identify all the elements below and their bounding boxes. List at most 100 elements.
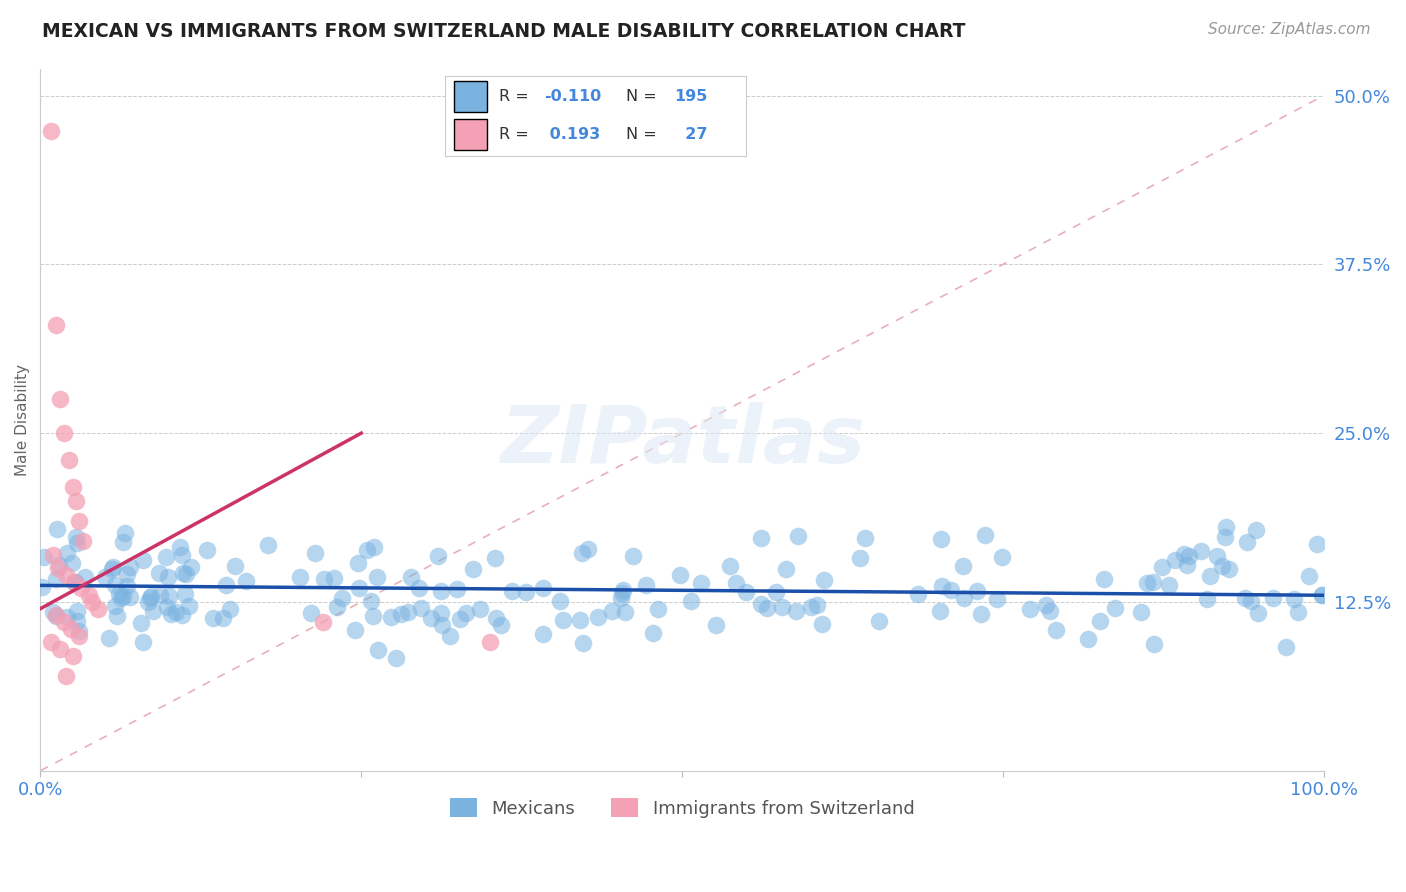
Point [439,628,461,642]
Point [55,669,77,683]
Point [73,570,96,584]
Point [1164,552,1187,566]
Point [177,599,200,614]
Point [786,529,808,543]
Point [288,569,311,583]
Point [347,556,370,570]
Point [157,589,180,603]
Point [1213,530,1236,544]
Point [1077,632,1099,646]
Point [1310,588,1333,602]
Point [1039,604,1062,618]
Point [785,604,807,618]
Point [132,635,155,649]
Text: Source: ZipAtlas.com: Source: ZipAtlas.com [1208,22,1371,37]
Point [941,583,963,598]
Point [104,599,127,613]
Point [1274,640,1296,654]
Point [389,607,412,621]
Point [323,571,346,585]
Point [690,576,713,591]
Point [361,608,384,623]
Point [647,601,669,615]
Point [45,608,67,623]
Point [160,607,183,622]
Point [235,574,257,589]
Point [1143,637,1166,651]
Point [430,606,453,620]
Point [360,594,382,608]
Point [1135,576,1157,591]
Point [1199,569,1222,583]
Point [800,599,823,614]
Point [430,583,453,598]
Point [775,562,797,576]
Point [426,549,449,564]
Point [1019,601,1042,615]
Point [136,595,159,609]
Point [80,595,103,609]
Point [180,560,202,574]
Point [101,560,124,574]
Point [613,606,636,620]
Point [1157,578,1180,592]
Point [501,584,523,599]
Point [326,599,349,614]
Point [1177,558,1199,572]
Point [749,531,772,545]
Point [156,600,179,615]
Point [1286,605,1309,619]
Point [155,549,177,564]
Point [115,579,138,593]
Point [142,604,165,618]
Point [952,591,974,605]
Point [1310,588,1333,602]
Point [610,591,633,606]
Point [990,550,1012,565]
Point [724,575,747,590]
Point [1035,598,1057,612]
Point [105,608,128,623]
Point [110,591,132,605]
Point [1189,543,1212,558]
Point [62,648,84,663]
Point [344,623,367,637]
Point [39,123,62,137]
Point [380,610,402,624]
Point [69,624,91,638]
Point [929,532,952,546]
Point [104,578,127,592]
Point [170,607,193,622]
Point [42,605,65,619]
Point [67,514,90,528]
Point [215,578,238,592]
Point [330,591,353,605]
Point [548,594,571,608]
Point [446,582,468,596]
Point [531,626,554,640]
Point [367,642,389,657]
Point [349,581,371,595]
Point [409,601,432,615]
Point [718,559,741,574]
Point [679,594,702,608]
Point [312,615,335,629]
Point [1173,547,1195,561]
Point [928,603,950,617]
Point [48,392,70,407]
Point [31,581,53,595]
Point [669,567,692,582]
Point [765,585,787,599]
Point [139,589,162,603]
Point [112,589,135,603]
Point [65,575,87,590]
Point [907,586,929,600]
Text: ZIPatlas: ZIPatlas [499,401,865,480]
Point [45,318,67,332]
Point [515,585,537,599]
Point [478,635,501,649]
Point [468,602,491,616]
Point [408,582,430,596]
Point [553,613,575,627]
Point [366,569,388,583]
